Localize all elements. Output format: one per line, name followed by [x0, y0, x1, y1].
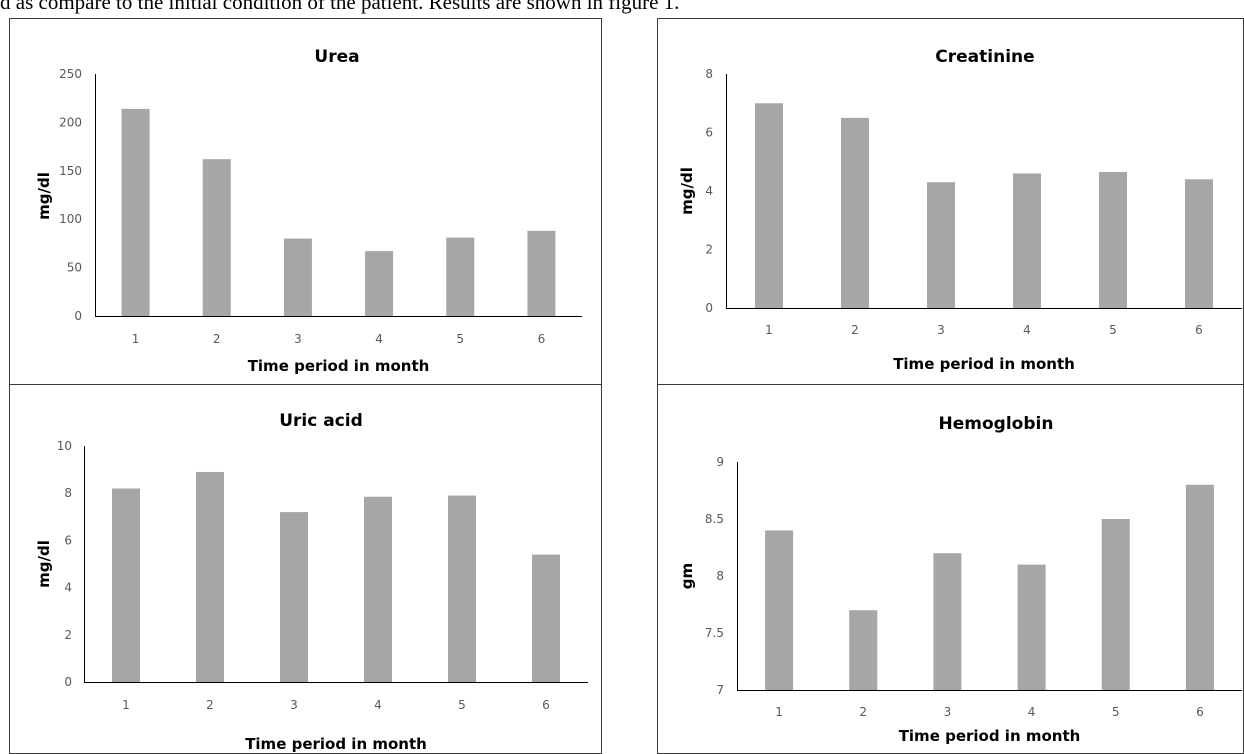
x-tick-label-urea-3: 3	[294, 332, 302, 346]
y-tick-label-urea-3: 150	[59, 164, 82, 178]
x-tick-label-hemoglobin-5: 5	[1112, 705, 1120, 719]
x-tick-label-creatinine-5: 5	[1109, 323, 1117, 337]
bar-hemoglobin-1	[765, 530, 794, 690]
y-tick-label-creatinine-2: 4	[705, 184, 713, 198]
x-axis-label-hemoglobin: Time period in month	[899, 727, 1081, 745]
y-tick-label-creatinine-4: 8	[705, 67, 713, 81]
x-tick-label-hemoglobin-2: 2	[859, 705, 867, 719]
bar-creatinine-6	[1185, 179, 1213, 308]
y-tick-label-uric-acid-5: 10	[57, 439, 72, 453]
bar-urea-2	[202, 159, 231, 316]
bar-urea-3	[283, 238, 312, 316]
x-tick-label-uric-acid-3: 3	[290, 698, 298, 712]
y-tick-label-uric-acid-0: 0	[64, 675, 72, 689]
y-tick-label-hemoglobin-2: 8	[716, 569, 724, 583]
bar-hemoglobin-6	[1185, 484, 1214, 690]
y-axis-label-hemoglobin: gm	[678, 563, 696, 589]
caption-fragment: d as compare to the initial condition of…	[0, 0, 680, 14]
bar-hemoglobin-4	[1017, 564, 1046, 690]
x-tick-label-creatinine-3: 3	[937, 323, 945, 337]
bar-hemoglobin-3	[933, 553, 962, 690]
x-axis-label-creatinine: Time period in month	[893, 355, 1075, 373]
bar-creatinine-2	[841, 117, 869, 308]
chart-title-urea: Urea	[314, 47, 359, 67]
bar-creatinine-5	[1099, 171, 1127, 308]
x-tick-label-hemoglobin-3: 3	[944, 705, 952, 719]
x-tick-label-uric-acid-1: 1	[122, 698, 130, 712]
chart-title-uric-acid: Uric acid	[279, 411, 363, 431]
x-axis-label-uric-acid: Time period in month	[245, 735, 427, 753]
x-tick-label-urea-1: 1	[132, 332, 140, 346]
y-tick-label-uric-acid-2: 4	[64, 581, 72, 595]
x-tick-label-urea-2: 2	[213, 332, 221, 346]
bar-uric-acid-5	[448, 495, 476, 682]
y-axis-label-urea: mg/dl	[35, 172, 53, 220]
y-axis-label-uric-acid: mg/dl	[35, 540, 53, 588]
y-tick-label-creatinine-1: 2	[705, 243, 713, 257]
y-axis-label-creatinine: mg/dl	[678, 167, 696, 215]
y-tick-label-urea-5: 250	[59, 67, 82, 81]
x-tick-label-uric-acid-6: 6	[542, 698, 550, 712]
chart-title-hemoglobin: Hemoglobin	[939, 414, 1054, 434]
x-tick-label-hemoglobin-6: 6	[1196, 705, 1204, 719]
x-tick-label-creatinine-4: 4	[1023, 323, 1031, 337]
x-tick-label-hemoglobin-4: 4	[1028, 705, 1036, 719]
y-tick-label-urea-4: 200	[59, 115, 82, 129]
y-tick-label-hemoglobin-0: 7	[716, 683, 724, 697]
x-tick-label-uric-acid-2: 2	[206, 698, 214, 712]
x-tick-label-uric-acid-5: 5	[458, 698, 466, 712]
y-tick-label-hemoglobin-4: 9	[716, 455, 724, 469]
bar-uric-acid-4	[364, 496, 392, 682]
bar-creatinine-4	[1013, 173, 1041, 308]
y-tick-label-creatinine-0: 0	[705, 301, 713, 315]
y-tick-label-uric-acid-1: 2	[64, 628, 72, 642]
x-tick-label-creatinine-2: 2	[851, 323, 859, 337]
bar-creatinine-1	[755, 103, 783, 308]
bar-hemoglobin-2	[849, 610, 878, 690]
y-tick-label-creatinine-3: 6	[705, 126, 713, 140]
x-axis-label-urea: Time period in month	[248, 357, 430, 375]
x-tick-label-creatinine-6: 6	[1195, 323, 1203, 337]
x-tick-label-urea-5: 5	[456, 332, 464, 346]
x-tick-label-urea-6: 6	[538, 332, 546, 346]
bar-urea-1	[121, 108, 150, 317]
y-tick-label-urea-0: 0	[74, 309, 82, 323]
bar-uric-acid-2	[196, 471, 224, 682]
bar-urea-5	[446, 237, 475, 316]
bar-urea-4	[365, 251, 394, 316]
x-tick-label-uric-acid-4: 4	[374, 698, 382, 712]
y-tick-label-uric-acid-4: 8	[64, 486, 72, 500]
chart-title-creatinine: Creatinine	[935, 47, 1034, 67]
y-tick-label-urea-2: 100	[59, 212, 82, 226]
y-tick-label-uric-acid-3: 6	[64, 533, 72, 547]
bar-hemoglobin-5	[1101, 519, 1130, 690]
y-tick-label-hemoglobin-3: 8.5	[705, 512, 724, 526]
bar-creatinine-3	[927, 182, 955, 308]
bar-uric-acid-6	[532, 554, 560, 682]
x-tick-label-hemoglobin-1: 1	[775, 705, 783, 719]
bar-uric-acid-3	[280, 512, 308, 682]
y-tick-label-urea-1: 50	[67, 261, 82, 275]
bar-uric-acid-1	[112, 488, 140, 682]
x-tick-label-creatinine-1: 1	[765, 323, 773, 337]
y-tick-label-hemoglobin-1: 7.5	[705, 626, 724, 640]
x-tick-label-urea-4: 4	[375, 332, 383, 346]
panel-frame-urea	[9, 18, 602, 385]
bar-urea-6	[527, 230, 556, 316]
